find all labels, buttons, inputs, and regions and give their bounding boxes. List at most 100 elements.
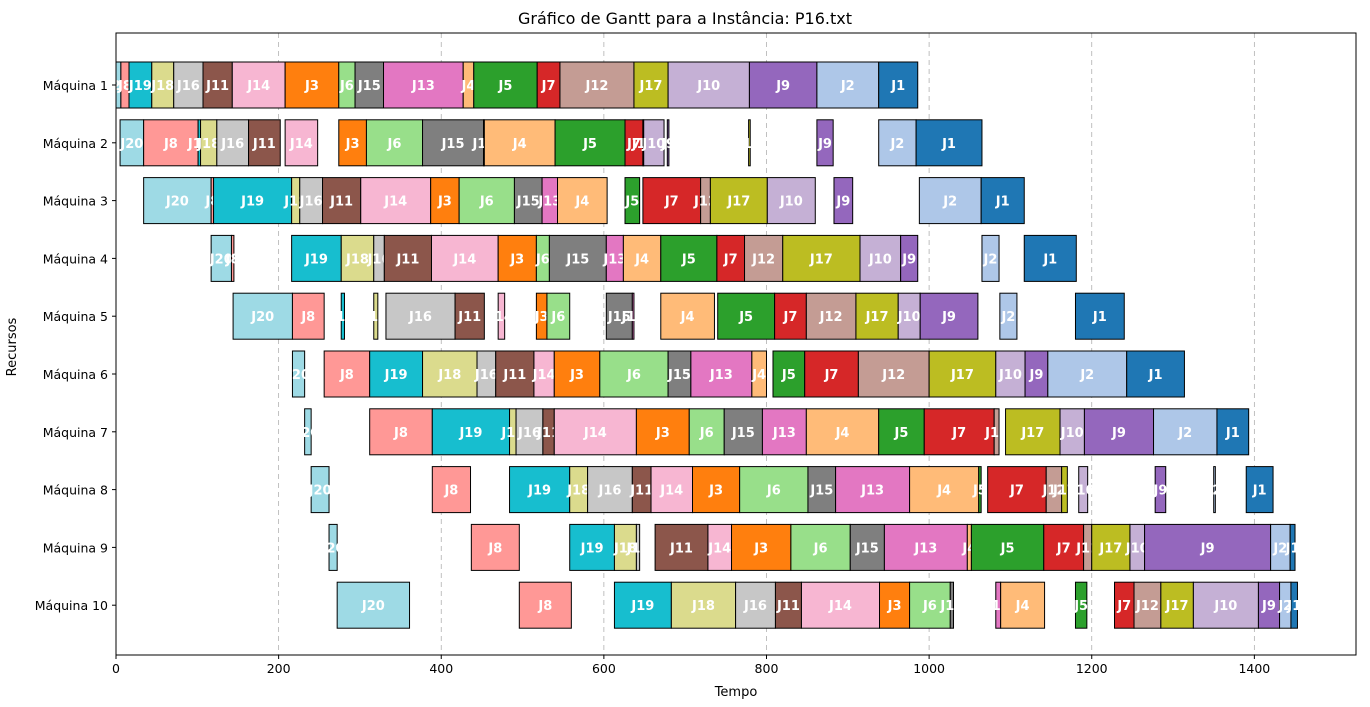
task-bar [879, 581, 911, 629]
task-bar [622, 234, 662, 282]
task-label: J11 [502, 368, 526, 383]
task-label: J10 [998, 368, 1022, 383]
task-bar [1153, 408, 1218, 456]
task-bar [336, 581, 411, 629]
task-label: J10 [897, 310, 921, 325]
task-label: J10 [641, 137, 665, 152]
task-bar [1005, 408, 1061, 456]
task-label: J16 [517, 426, 541, 441]
task-bar [643, 119, 665, 167]
task-label: J11 [669, 541, 693, 556]
task-label: J19 [580, 541, 604, 556]
task-label: J6 [535, 252, 550, 267]
task-label: J16 [408, 310, 432, 325]
task-label: J10 [1125, 541, 1149, 556]
task-bar [518, 581, 572, 629]
task-bar [385, 292, 456, 340]
task-label: J5 [738, 310, 753, 325]
task-bar [338, 119, 367, 167]
task-label: J13 [860, 484, 884, 499]
task-bar [909, 466, 980, 514]
task-bar [202, 61, 233, 109]
y-tick-label: Máquina 4 [43, 251, 108, 266]
task-bar [995, 350, 1026, 398]
task-bar [859, 234, 902, 282]
task-bar [731, 523, 792, 571]
task-label: J9 [660, 137, 675, 152]
task-label: J11 [329, 195, 353, 210]
task-label: J15 [441, 137, 465, 152]
task-bar [744, 234, 784, 282]
task-bar [599, 350, 669, 398]
task-bar [304, 408, 312, 456]
task-label: J1 [995, 195, 1010, 210]
task-label: J2 [1000, 310, 1015, 325]
task-label: J20 [361, 599, 385, 614]
task-label: J13 [709, 368, 733, 383]
task-bar [515, 408, 544, 456]
task-bar [1160, 581, 1194, 629]
task-label: J4 [512, 137, 527, 152]
y-axis-label: Recursos [5, 317, 20, 376]
task-bar [546, 292, 571, 340]
task-bar [454, 292, 485, 340]
task-bar [340, 234, 375, 282]
task-bar [497, 292, 506, 340]
task-label: J15 [667, 368, 691, 383]
task-label: J11 [776, 599, 800, 614]
task-label: J9 [1029, 368, 1044, 383]
task-label: J1 [1285, 541, 1300, 556]
task-label: J9 [901, 252, 916, 267]
task-label: J20 [119, 137, 143, 152]
task-label: J6 [699, 426, 714, 441]
task-bar [1074, 292, 1125, 340]
task-label: J2 [1277, 599, 1292, 614]
task-label: J11 [457, 310, 481, 325]
task-label: J14 [828, 599, 852, 614]
task-label: J17 [726, 195, 750, 210]
task-bar [805, 292, 857, 340]
task-label: J10 [868, 252, 892, 267]
task-label: J13 [913, 541, 937, 556]
task-bar [483, 119, 556, 167]
task-label: J13 [411, 79, 435, 94]
task-label: J20 [165, 195, 189, 210]
task-label: J4 [634, 252, 649, 267]
task-label: J7 [626, 137, 641, 152]
task-label: J17 [1098, 541, 1122, 556]
task-label: J4 [1015, 599, 1030, 614]
task-bar [509, 466, 571, 514]
task-bar [354, 61, 385, 109]
task-label: J12 [1041, 484, 1065, 499]
task-label: J5 [972, 484, 987, 499]
task-label: J12 [751, 252, 775, 267]
task-label: J2 [1272, 541, 1287, 556]
task-bar [774, 292, 807, 340]
task-bar [1023, 234, 1077, 282]
task-bar [310, 466, 330, 514]
y-tick-label: Máquina 10 [35, 598, 108, 613]
task-bar [143, 177, 212, 225]
task-label: J8 [487, 541, 502, 556]
task-bar [291, 234, 342, 282]
task-label: J18 [566, 484, 590, 499]
task-bar [1047, 350, 1128, 398]
task-label: J19 [128, 79, 152, 94]
task-label: J10 [696, 79, 720, 94]
task-label: J14 [532, 368, 556, 383]
task-label: J19 [240, 195, 264, 210]
task-label: J14 [489, 310, 513, 325]
task-label: J18 [150, 79, 174, 94]
task-label: J11 [205, 79, 229, 94]
task-bar [553, 350, 601, 398]
task-label: J17 [737, 137, 761, 152]
task-label: J6 [550, 310, 565, 325]
task-label: J10 [1071, 484, 1095, 499]
task-bar [1192, 581, 1259, 629]
task-label: J4 [574, 195, 589, 210]
task-label: J17 [639, 79, 663, 94]
task-label: J11 [395, 252, 419, 267]
task-bar [739, 466, 809, 514]
